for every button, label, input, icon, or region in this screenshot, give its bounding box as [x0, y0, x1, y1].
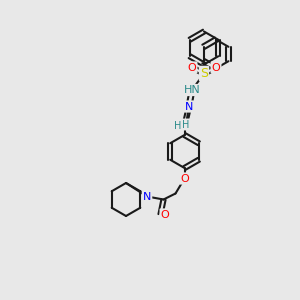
- Text: S: S: [200, 67, 208, 80]
- Text: H: H: [174, 121, 182, 131]
- Text: O: O: [212, 62, 220, 73]
- Text: N: N: [143, 191, 151, 202]
- Text: HN: HN: [184, 85, 200, 95]
- Text: O: O: [160, 209, 169, 220]
- Text: O: O: [180, 173, 189, 184]
- Text: N: N: [185, 101, 193, 112]
- Text: H: H: [182, 119, 190, 130]
- Text: O: O: [188, 62, 196, 73]
